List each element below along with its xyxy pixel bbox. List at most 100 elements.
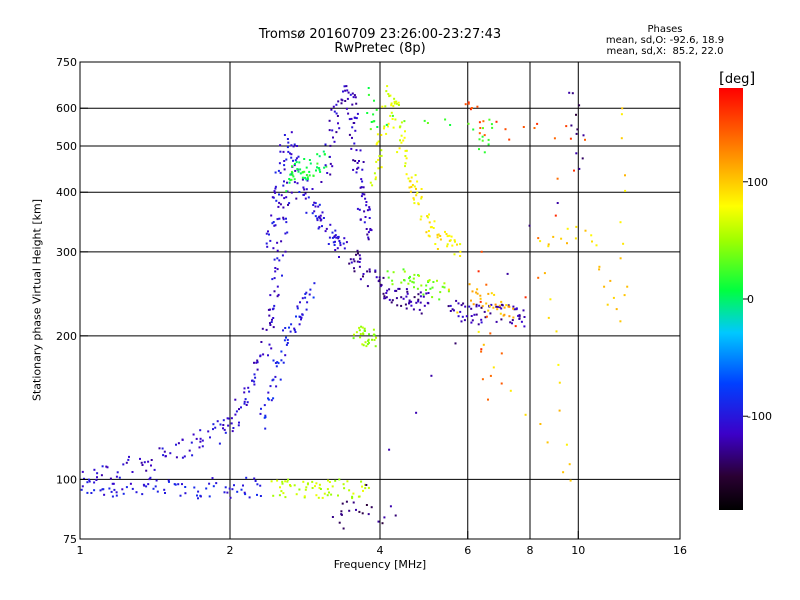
echo-point xyxy=(395,100,398,103)
echo-point xyxy=(369,228,372,230)
echo-point xyxy=(328,155,331,158)
echo-point xyxy=(348,262,351,265)
echo-point xyxy=(83,477,85,480)
echo-point xyxy=(265,328,268,331)
echo-point xyxy=(324,164,327,167)
echo-point xyxy=(269,324,272,326)
echo-point xyxy=(498,306,501,309)
echo-point xyxy=(244,398,247,401)
echo-point xyxy=(248,496,251,499)
echo-point xyxy=(276,249,279,252)
echo-point xyxy=(366,285,369,288)
echo-point xyxy=(360,178,363,181)
echo-point xyxy=(415,194,418,197)
echo-point xyxy=(352,96,355,99)
echo-point xyxy=(286,480,289,483)
echo-point xyxy=(565,443,568,446)
echo-point xyxy=(295,493,298,496)
echo-point xyxy=(473,313,476,316)
echo-point xyxy=(122,492,125,495)
echo-point xyxy=(234,413,237,416)
echo-point xyxy=(557,363,560,366)
echo-point xyxy=(507,304,510,307)
echo-point xyxy=(199,429,202,432)
echo-point xyxy=(409,180,412,183)
echo-point xyxy=(393,97,396,100)
echo-point xyxy=(330,108,333,111)
echo-point xyxy=(477,323,480,326)
echo-point xyxy=(155,479,158,482)
echo-point xyxy=(405,157,408,160)
echo-point xyxy=(305,188,308,191)
echo-point xyxy=(279,486,281,489)
echo-point xyxy=(317,205,320,208)
echo-point xyxy=(298,161,301,164)
echo-point xyxy=(266,245,269,248)
echo-point xyxy=(328,236,331,239)
echo-point xyxy=(361,326,364,329)
echo-point xyxy=(256,493,258,496)
echo-point xyxy=(337,237,340,240)
echo-point xyxy=(305,166,308,169)
echo-point xyxy=(383,516,386,519)
echo-point xyxy=(436,248,439,250)
echo-point xyxy=(279,150,282,153)
echo-point xyxy=(356,167,359,170)
echo-point xyxy=(463,319,466,322)
echo-point xyxy=(360,480,363,483)
echo-point xyxy=(443,286,446,289)
echo-point xyxy=(345,85,348,88)
echo-point xyxy=(244,493,247,496)
echo-point xyxy=(329,162,332,165)
echo-point xyxy=(267,308,270,311)
echo-point xyxy=(292,159,294,162)
echo-point xyxy=(479,300,482,303)
echo-point xyxy=(277,169,280,172)
echo-point xyxy=(264,427,267,430)
echo-point xyxy=(446,243,449,246)
echo-point xyxy=(420,312,423,315)
echo-point xyxy=(363,221,366,224)
echo-point xyxy=(363,327,366,330)
echo-point xyxy=(419,295,422,298)
echo-point xyxy=(342,242,345,245)
echo-point xyxy=(145,469,148,472)
echo-point xyxy=(464,305,467,308)
echo-point xyxy=(432,281,435,283)
echo-point xyxy=(479,294,482,297)
echo-point xyxy=(511,322,513,325)
echo-point xyxy=(406,292,409,295)
echo-point xyxy=(274,191,277,194)
echo-point xyxy=(127,458,130,461)
echo-point xyxy=(270,214,273,217)
echo-point xyxy=(305,211,308,214)
echo-point xyxy=(115,494,118,497)
echo-point xyxy=(256,359,259,362)
colorbar-ticks: 100 0 -100 xyxy=(743,176,772,423)
echo-point xyxy=(236,490,239,493)
echo-point xyxy=(281,274,283,277)
echo-point xyxy=(353,270,356,273)
echo-point xyxy=(273,277,276,280)
echo-point xyxy=(294,331,297,333)
echo-point xyxy=(489,374,492,377)
echo-point xyxy=(302,480,305,483)
echo-point xyxy=(282,492,285,495)
echo-point xyxy=(102,488,105,491)
stats-x-mode: mean, sd,X: 85.2, 22.0 xyxy=(606,46,724,57)
echo-point xyxy=(311,480,314,483)
echo-point xyxy=(360,325,363,328)
echo-point xyxy=(352,501,355,504)
echo-point xyxy=(500,307,503,310)
echo-point xyxy=(301,178,304,181)
echo-point xyxy=(522,309,525,312)
echo-point xyxy=(606,303,609,306)
echo-point xyxy=(341,502,344,505)
echo-point xyxy=(455,299,458,302)
echo-point xyxy=(426,122,429,124)
echo-point xyxy=(226,417,229,420)
echo-point xyxy=(105,465,108,468)
title-line-2: RwPretec (8p) xyxy=(334,41,426,56)
echo-point xyxy=(294,162,296,165)
echo-point xyxy=(416,191,419,194)
